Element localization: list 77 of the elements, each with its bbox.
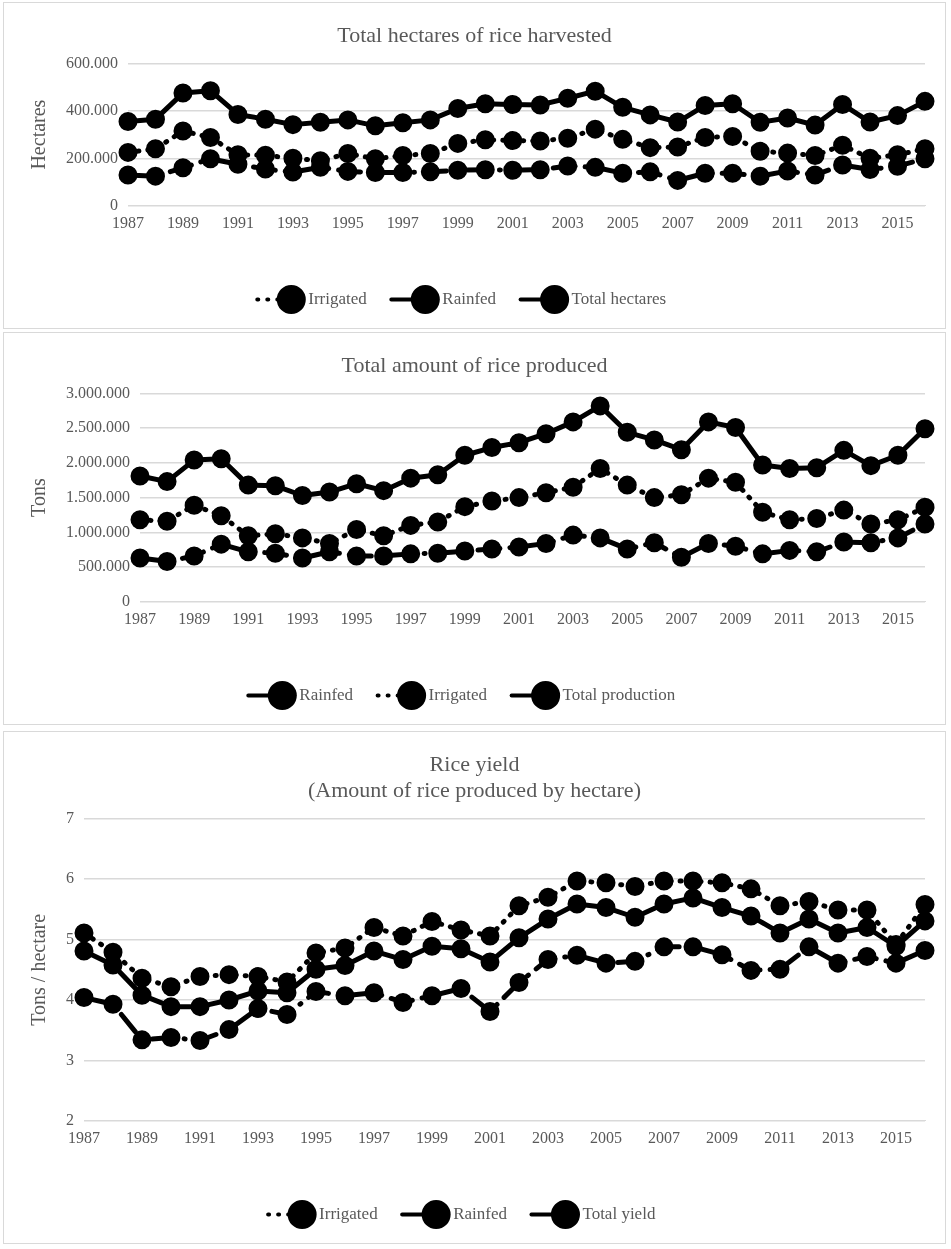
x-tick-label: 2003 bbox=[557, 609, 590, 627]
x-tick-label: 2013 bbox=[822, 1128, 854, 1146]
x-tick-label: 1995 bbox=[300, 1128, 332, 1146]
y-tick-label: 400.000 bbox=[66, 101, 118, 119]
x-tick-label: 1987 bbox=[68, 1128, 100, 1146]
y-tick-label: 0 bbox=[110, 196, 118, 213]
y-axis-title: Tons / hectare bbox=[27, 913, 50, 1026]
y-tick-label: 6 bbox=[66, 869, 74, 887]
y-tick-label: 1.500.000 bbox=[66, 487, 130, 505]
x-tick-label: 2009 bbox=[706, 1128, 738, 1146]
x-tick-label: 1997 bbox=[386, 213, 419, 231]
chart-title: Rice yield (Amount of rice produced by hectare) bbox=[308, 750, 641, 803]
legend-label: Rainfed bbox=[299, 684, 354, 704]
x-tick-label: 1999 bbox=[441, 213, 474, 231]
y-tick-label: 3 bbox=[66, 1050, 74, 1068]
x-tick-label: 2015 bbox=[880, 1128, 912, 1146]
x-tick-label: 2007 bbox=[648, 1128, 680, 1146]
x-tick-label: 2013 bbox=[827, 609, 860, 627]
legend-label: Irrigated bbox=[428, 684, 488, 704]
legend-label: Rainfed bbox=[442, 288, 497, 308]
x-tick-label: 1989 bbox=[166, 213, 199, 231]
y-tick-label: 5 bbox=[66, 929, 74, 947]
x-tick-label: 2011 bbox=[771, 213, 804, 231]
x-tick-label: 1999 bbox=[416, 1128, 448, 1146]
x-tick-label: 1999 bbox=[448, 609, 481, 627]
y-tick-label: 4 bbox=[66, 990, 74, 1008]
x-tick-label: 2003 bbox=[532, 1128, 564, 1146]
x-tick-label: 1989 bbox=[178, 609, 211, 627]
y-tick-label: 2 bbox=[66, 1111, 74, 1128]
x-tick-label: 2005 bbox=[606, 213, 639, 231]
x-tick-label: 1993 bbox=[286, 609, 319, 627]
x-tick-label: 2011 bbox=[773, 609, 806, 627]
x-tick-label: 2009 bbox=[719, 609, 752, 627]
legend-label: Irrigated bbox=[308, 288, 368, 308]
x-tick-label: 2013 bbox=[826, 213, 859, 231]
legend-label: Irrigated bbox=[319, 1203, 379, 1223]
legend-label: Total yield bbox=[582, 1203, 656, 1223]
x-tick-label: 2001 bbox=[502, 609, 535, 627]
x-tick-label: 2015 bbox=[881, 213, 914, 231]
y-tick-label: 600.000 bbox=[66, 53, 118, 71]
x-tick-label: 1995 bbox=[331, 213, 364, 231]
x-tick-label: 2001 bbox=[474, 1128, 506, 1146]
x-tick-label: 2009 bbox=[716, 213, 749, 231]
y-tick-label: 200.000 bbox=[66, 148, 118, 166]
y-tick-label: 1.000.000 bbox=[66, 522, 130, 540]
y-tick-label: 500.000 bbox=[78, 557, 130, 575]
y-tick-label: 2.000.000 bbox=[66, 453, 130, 471]
legend-label: Total production bbox=[562, 684, 676, 704]
x-tick-label: 1991 bbox=[184, 1128, 216, 1146]
x-tick-label: 2007 bbox=[665, 609, 698, 627]
legend-label: Rainfed bbox=[453, 1203, 508, 1223]
chart-title: Total hectares of rice harvested bbox=[337, 21, 612, 47]
x-tick-label: 1991 bbox=[221, 213, 254, 231]
x-tick-label: 2015 bbox=[881, 609, 914, 627]
x-tick-label: 1987 bbox=[124, 609, 156, 627]
x-tick-label: 1995 bbox=[340, 609, 373, 627]
x-tick-label: 1989 bbox=[126, 1128, 158, 1146]
x-tick-label: 2001 bbox=[496, 213, 529, 231]
y-axis-title: Tons bbox=[27, 478, 50, 517]
x-tick-label: 2007 bbox=[661, 213, 694, 231]
x-tick-label: 1993 bbox=[242, 1128, 274, 1146]
y-tick-label: 7 bbox=[66, 809, 74, 826]
x-tick-label: 1991 bbox=[232, 609, 265, 627]
legend-label: Total hectares bbox=[571, 288, 667, 308]
x-tick-label: 1997 bbox=[358, 1128, 390, 1146]
x-tick-label: 1993 bbox=[276, 213, 309, 231]
y-tick-label: 2.500.000 bbox=[66, 418, 130, 436]
y-axis-title: Hectares bbox=[27, 99, 50, 170]
chart-title: Total amount of rice produced bbox=[341, 351, 608, 377]
x-tick-label: 1987 bbox=[112, 213, 144, 231]
x-tick-label: 2011 bbox=[764, 1128, 796, 1146]
x-tick-label: 2005 bbox=[611, 609, 644, 627]
y-tick-label: 3.000.000 bbox=[66, 383, 130, 401]
x-tick-label: 2005 bbox=[590, 1128, 622, 1146]
x-tick-label: 2003 bbox=[551, 213, 584, 231]
y-tick-label: 0 bbox=[122, 592, 130, 609]
x-tick-label: 1997 bbox=[394, 609, 427, 627]
